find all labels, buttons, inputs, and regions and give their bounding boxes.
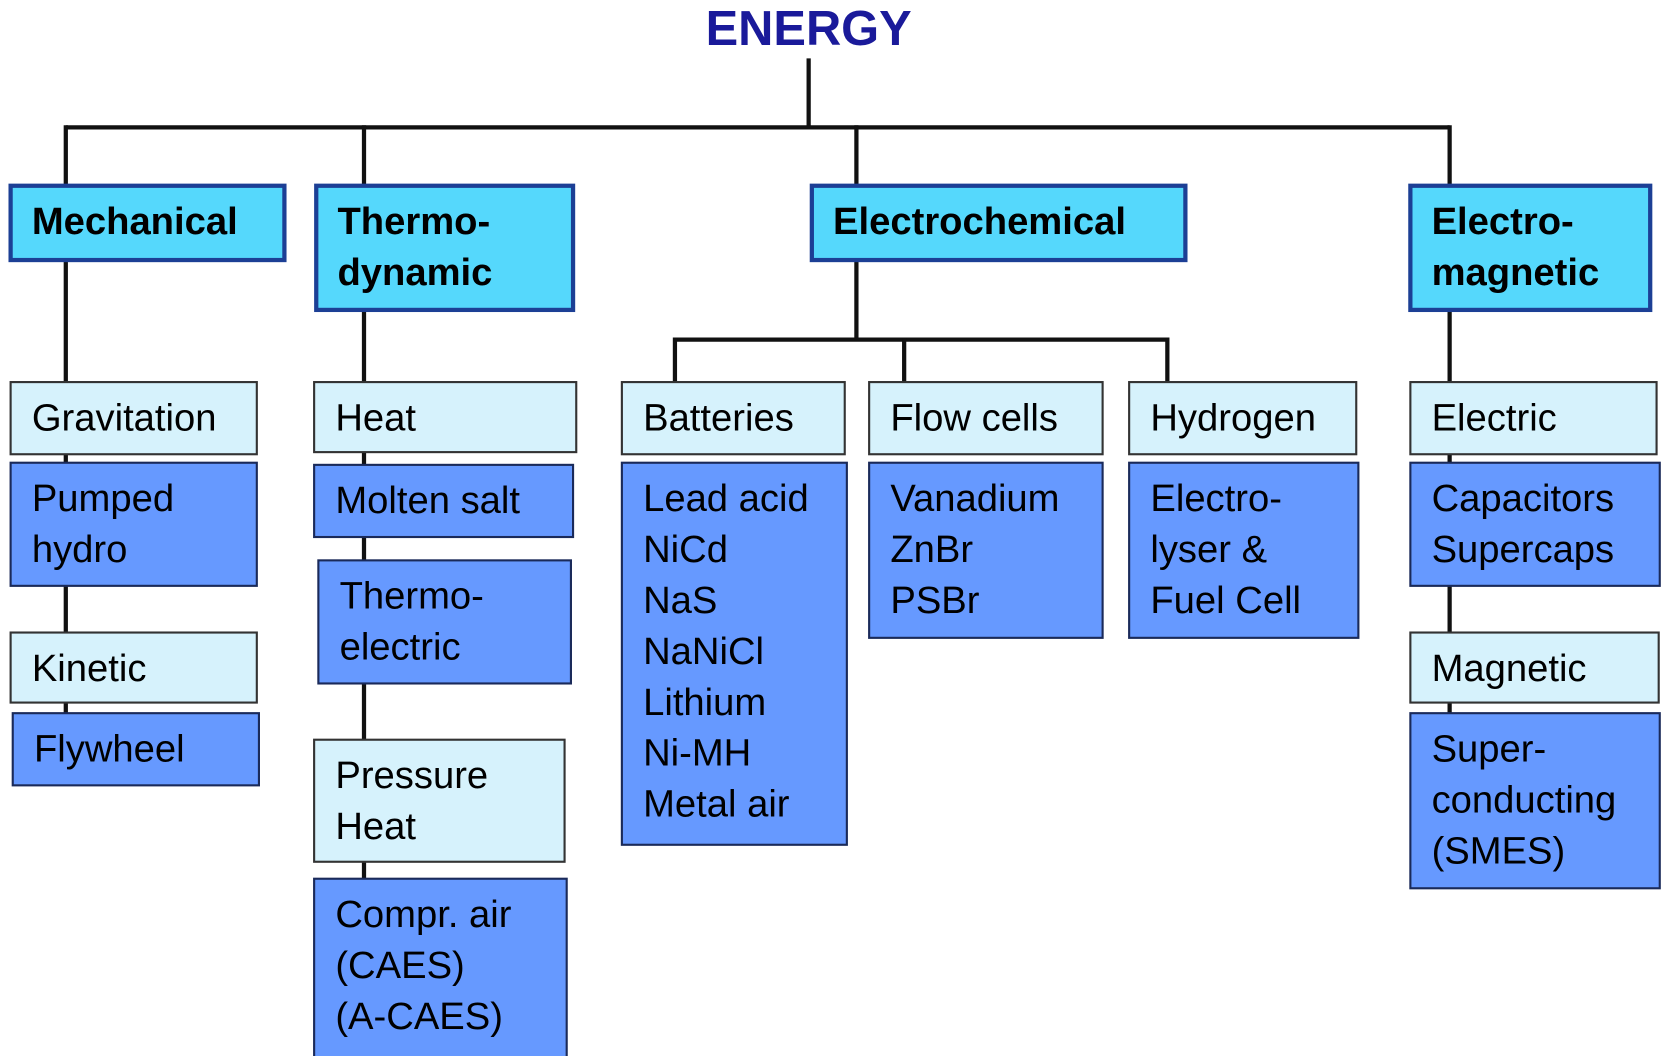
box-label: Fuel Cell <box>1150 579 1301 622</box>
box-label: PSBr <box>890 579 979 622</box>
subcategory-box: Magnetic <box>1409 631 1660 704</box>
box <box>9 381 258 456</box>
box-label: Batteries <box>643 396 794 439</box>
technology-box: Molten salt <box>313 463 575 539</box>
box-label: Electrochemical <box>833 200 1126 243</box>
title: ENERGY <box>706 2 912 56</box>
box-label: lyser & <box>1150 528 1267 571</box>
box-label: Pressure <box>335 754 488 797</box>
box-label: Capacitors <box>1432 477 1615 520</box>
box <box>809 183 1188 263</box>
subcategory-box: Kinetic <box>9 631 258 704</box>
subcategory-box: Hydrogen <box>1128 381 1358 456</box>
box <box>1408 183 1653 313</box>
technology-box: Electro-lyser & Fuel Cell <box>1128 461 1360 639</box>
subcategory-box: Batteries <box>620 381 846 456</box>
box <box>1128 381 1358 456</box>
subcategory-box: Heat <box>313 381 578 454</box>
box-label: Supercaps <box>1432 528 1615 571</box>
box-label: Heat <box>335 805 416 848</box>
box <box>1409 712 1661 890</box>
technology-box: Super-conducting (SMES) <box>1409 712 1661 890</box>
box-label: Electro- <box>1432 200 1574 243</box>
box-label: Pumped <box>32 477 174 520</box>
box <box>1409 381 1658 456</box>
box-label: Lithium <box>643 681 766 724</box>
box <box>9 631 258 704</box>
technology-box: Pumped hydro <box>9 461 258 587</box>
box <box>1128 461 1360 639</box>
category-box: Mechanical <box>8 183 287 263</box>
box-label: Molten salt <box>335 479 520 522</box>
box <box>317 559 572 685</box>
box-label: Flow cells <box>890 396 1058 439</box>
box <box>313 738 566 863</box>
box-label: (SMES) <box>1432 829 1566 872</box>
box-label: Thermo- <box>337 200 490 243</box>
box-label: Magnetic <box>1432 647 1587 690</box>
subcategory-box: Flow cells <box>868 381 1104 456</box>
box <box>313 877 568 1056</box>
box <box>1409 631 1660 704</box>
technology-box: Thermo-electric <box>317 559 572 685</box>
box-label: Electric <box>1432 396 1557 439</box>
box-label: Kinetic <box>32 647 147 690</box>
box <box>11 712 260 787</box>
technology-box: Vanadium ZnBr PSBr <box>868 461 1104 639</box>
box <box>313 463 575 539</box>
box-label: Electro- <box>1150 477 1282 520</box>
box-label: NaS <box>643 579 717 622</box>
category-box: Electrochemical <box>809 183 1188 263</box>
box <box>1409 461 1661 587</box>
box-label: NaNiCl <box>643 630 764 673</box>
box <box>620 381 846 456</box>
box-label: Vanadium <box>890 477 1059 520</box>
box-label: dynamic <box>337 251 492 294</box>
box-label: Lead acid <box>643 477 809 520</box>
box-label: Compr. air <box>335 893 511 936</box>
box-label: Hydrogen <box>1150 396 1316 439</box>
box <box>8 183 287 263</box>
box-label: electric <box>340 626 461 669</box>
box-label: Ni-MH <box>643 732 751 775</box>
subcategory-box: Gravitation <box>9 381 258 456</box>
box-label: Metal air <box>643 783 790 826</box>
box-label: Heat <box>335 396 416 439</box>
box <box>313 381 578 454</box>
box <box>9 461 258 587</box>
box <box>620 461 848 846</box>
subcategory-box: Electric <box>1409 381 1658 456</box>
category-box: Thermo-dynamic <box>314 183 576 313</box>
box-label: (A-CAES) <box>335 995 503 1038</box>
box-label: NiCd <box>643 528 728 571</box>
box-label: Super- <box>1432 727 1547 770</box>
box-label: Thermo- <box>340 575 484 618</box>
box-label: ZnBr <box>890 528 973 571</box>
box <box>868 381 1104 456</box>
box-label: conducting <box>1432 778 1617 821</box>
subcategory-box: Pressure Heat <box>313 738 566 863</box>
box-label: Gravitation <box>32 396 217 439</box>
category-box: Electro-magnetic <box>1408 183 1653 313</box>
technology-box: Compr. air (CAES) (A-CAES) <box>313 877 568 1056</box>
technology-box: Lead acid NiCd NaS NaNiCl Lithium Ni-MH Metal … <box>620 461 848 846</box>
technology-box: Capacitors Supercaps <box>1409 461 1661 587</box>
box <box>868 461 1104 639</box>
box-label: Mechanical <box>32 200 238 243</box>
box-label: Flywheel <box>34 727 185 770</box>
box-label: (CAES) <box>335 944 464 987</box>
box-label: magnetic <box>1432 251 1600 294</box>
technology-box: Flywheel <box>11 712 260 787</box>
box <box>314 183 576 313</box>
box-label: hydro <box>32 528 128 571</box>
